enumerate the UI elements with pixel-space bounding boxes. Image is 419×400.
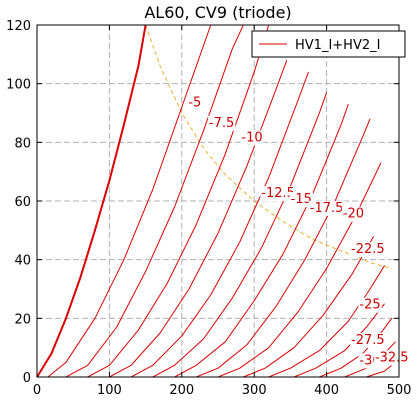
dissipation-curve-group xyxy=(145,25,392,269)
curve--32.5 xyxy=(293,303,385,377)
curve-label-bg--12.5 xyxy=(260,186,296,202)
curve-label--10: -10 xyxy=(241,130,262,145)
curve-label-bg--32.5 xyxy=(373,350,410,366)
y-tick-label-0: 0 xyxy=(23,371,31,386)
curve-label--27.5: -27.5 xyxy=(351,333,385,348)
curve-label--32.5: -32.5 xyxy=(375,350,409,365)
curve--7.5 xyxy=(65,25,244,377)
x-tick-label-200: 200 xyxy=(169,383,194,398)
curve-label--12.5: -12.5 xyxy=(261,186,295,201)
curve-label--15: -15 xyxy=(291,192,312,207)
dissipation-curve xyxy=(145,25,392,269)
legend-entry: HV1_I+HV2_I xyxy=(295,38,380,53)
curve-label-bg--27.5 xyxy=(350,332,386,348)
curve-label-bg--5 xyxy=(187,95,203,111)
curve--17.5 xyxy=(152,92,328,377)
plot-area xyxy=(37,25,396,377)
curve--20 xyxy=(174,104,349,377)
chart-title: AL60, CV9 (triode) xyxy=(144,3,291,22)
axis-ticks: 0 100 200 300 400 500 0 20 40 60 80 100 120 xyxy=(6,19,411,398)
curve-label--17.5: -17.5 xyxy=(310,201,344,216)
x-tick-label-400: 400 xyxy=(314,383,339,398)
curve-label-bg--17.5 xyxy=(308,200,345,216)
curve--12.5 xyxy=(109,60,288,377)
curve-label--22.5: -22.5 xyxy=(351,242,385,257)
curves-group xyxy=(37,25,396,377)
x-tick-label-0: 0 xyxy=(33,383,41,398)
x-tick-label-100: 100 xyxy=(97,383,122,398)
curve-label-bg--7.5 xyxy=(207,115,236,131)
curve-label-bg--25 xyxy=(358,297,382,313)
curve-label-bg--15 xyxy=(289,192,313,208)
x-tick-label-500: 500 xyxy=(387,383,412,398)
curve--15 xyxy=(130,71,309,377)
y-tick-label-20: 20 xyxy=(14,312,31,327)
curve-label--25: -25 xyxy=(359,298,380,313)
curve--30 xyxy=(268,265,385,377)
curve-label--20: -20 xyxy=(343,207,364,222)
curve--10 xyxy=(87,25,270,377)
curve-labels: -5 -7.5 -10 -12.5-15-17.5 -20 -22.5 -25 -27.5 -3… xyxy=(187,95,410,369)
x-tick-label-300: 300 xyxy=(242,383,267,398)
curve-label-bg--10 xyxy=(240,130,264,146)
curve-label--5: -5 xyxy=(188,95,201,110)
curve-series-0 xyxy=(37,25,147,377)
curve--5 xyxy=(47,25,212,377)
y-tick-label-40: 40 xyxy=(14,254,31,269)
curve-label--7.5: -7.5 xyxy=(209,116,234,131)
y-tick-label-100: 100 xyxy=(6,78,31,93)
curve-label-bg--20 xyxy=(341,206,366,222)
curve-label-bg--22.5 xyxy=(350,241,386,257)
y-tick-label-80: 80 xyxy=(14,136,31,151)
curve--27.5 xyxy=(243,235,375,377)
y-tick-label-60: 60 xyxy=(14,195,31,210)
curve--22.5 xyxy=(196,118,371,377)
legend: HV1_I+HV2_I xyxy=(251,30,406,58)
y-tick-label-120: 120 xyxy=(6,19,31,34)
